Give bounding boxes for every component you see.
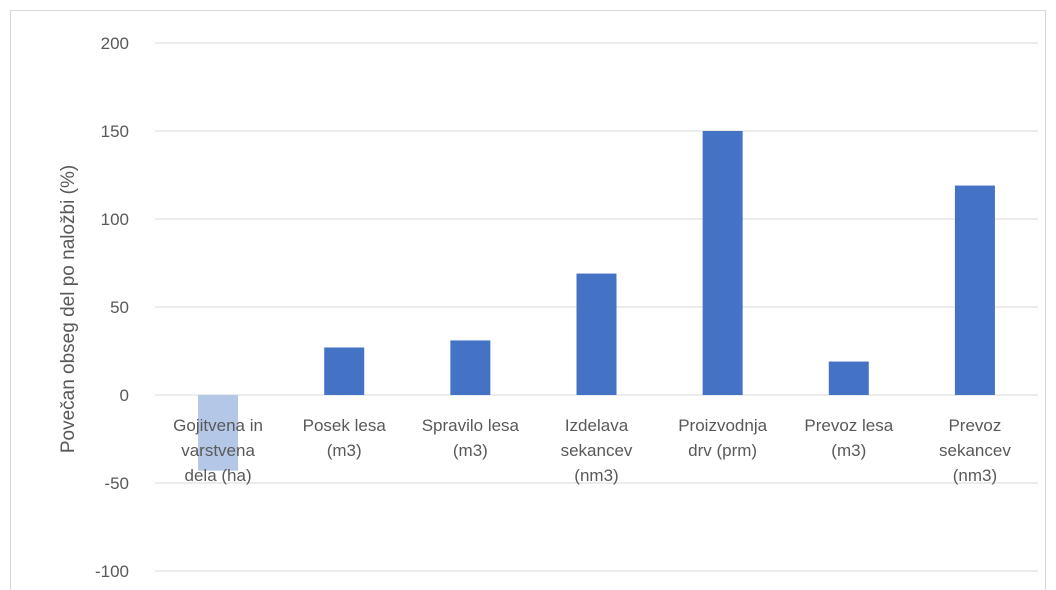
y-tick-label: -100: [95, 562, 129, 581]
bar: [828, 361, 869, 395]
bar: [324, 347, 365, 395]
x-category-label: Izdelava sekancev (nm3): [561, 416, 633, 485]
y-tick-label: 200: [101, 34, 129, 53]
y-tick-label: -50: [104, 474, 129, 493]
bar: [702, 131, 743, 395]
x-category-label: Spravilo lesa (m3): [422, 416, 520, 460]
x-category-label: Prevoz sekancev (nm3): [939, 416, 1011, 485]
chart-frame: [10, 10, 1046, 590]
bar: [198, 395, 239, 471]
x-category-label: Posek lesa (m3): [303, 416, 387, 460]
y-tick-label: 0: [120, 386, 129, 405]
bar: [450, 340, 491, 395]
bar: [576, 273, 617, 395]
y-axis-title: Povečan obseg del po naložbi (%): [58, 165, 79, 453]
x-category-label: Prevoz lesa (m3): [804, 416, 893, 460]
y-tick-label: 50: [110, 298, 129, 317]
bar: [954, 185, 995, 395]
y-tick-label: 100: [101, 210, 129, 229]
x-category-label: Gojitvena in varstvena dela (ha): [173, 416, 263, 485]
y-tick-label: 150: [101, 122, 129, 141]
x-category-label: Proizvodnja drv (prm): [678, 416, 767, 460]
